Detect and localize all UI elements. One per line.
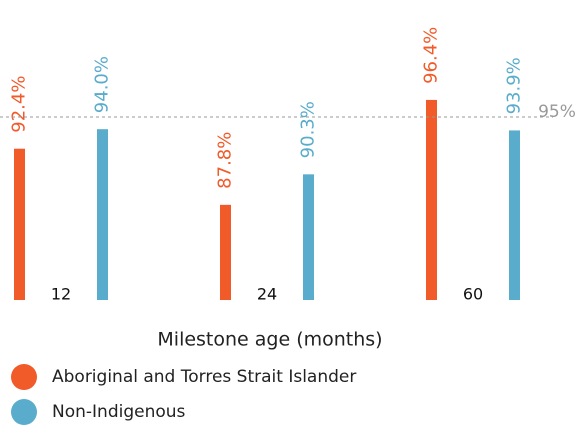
value-label: 90.3% [298,101,319,158]
x-tick-label: 12 [51,285,71,304]
x-axis-label: Milestone age (months) [157,329,382,351]
bar [97,129,108,300]
legend-label: Non-Indigenous [52,402,186,422]
bar [220,204,231,300]
value-label: 94.0% [92,56,113,113]
bar [14,148,25,300]
legend-swatch [11,364,37,390]
bar [426,99,437,300]
value-label: 87.8% [215,132,236,189]
legend-label: Aboriginal and Torres Strait Islander [52,367,356,387]
legend-swatch [11,399,37,425]
value-label: 96.4% [421,27,442,84]
bar [303,174,314,300]
reference-label: 95% [538,102,576,122]
bar [509,130,520,300]
x-tick-label: 60 [463,285,483,304]
x-tick-label: 24 [257,285,277,304]
value-label: 92.4% [9,76,30,133]
value-label: 93.9% [504,57,525,114]
